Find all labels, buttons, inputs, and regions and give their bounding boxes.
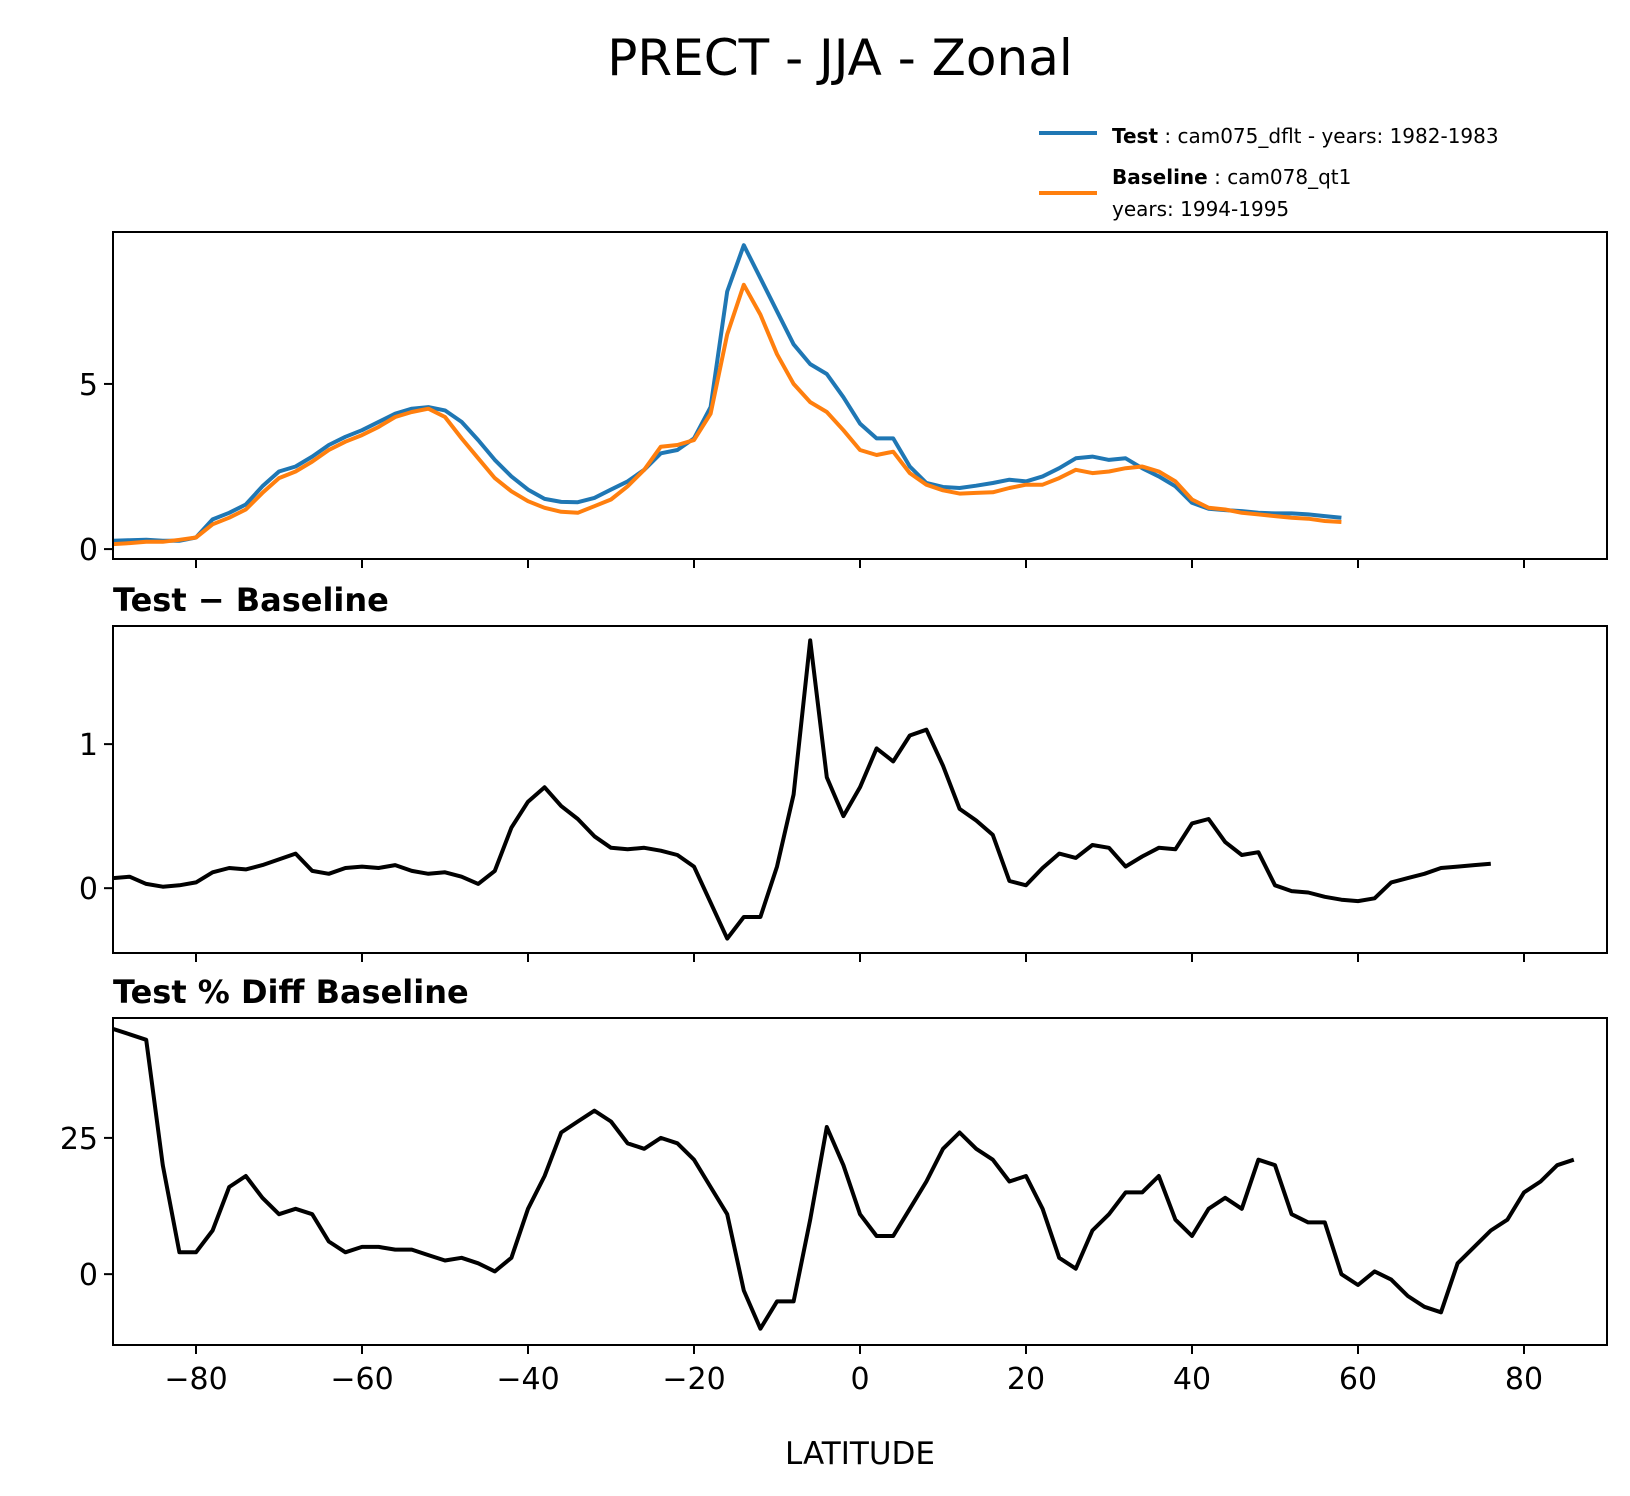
- panel-test-minus-baseline: 0 1 Test − Baseline: [79, 581, 1608, 962]
- x-tick-label: 20: [1007, 1362, 1045, 1397]
- axes-frame: [112, 1017, 1608, 1346]
- series-line-test: [113, 243, 1342, 543]
- y-tick-label: 0: [79, 533, 98, 568]
- legend-baseline-bold: Baseline: [1112, 165, 1208, 189]
- panel-percent-diff: 0 25 −80 −60 −40 −20 0 20 40 60 80 Test % Diff Base…: [60, 973, 1608, 1397]
- x-tick-label: 0: [850, 1362, 869, 1397]
- legend-baseline-label: Baseline : cam078_qt1: [1112, 165, 1351, 189]
- legend-baseline-text: cam078_qt1: [1227, 165, 1351, 189]
- y-tick-label: 0: [79, 872, 98, 907]
- x-tick-label: 80: [1505, 1362, 1543, 1397]
- x-tick-label: −40: [496, 1362, 559, 1397]
- x-tick-label: −60: [330, 1362, 393, 1397]
- y-tick-label: 0: [79, 1258, 98, 1293]
- panel-title: Test − Baseline: [113, 581, 389, 619]
- y-tick-label: 5: [79, 368, 98, 403]
- legend-test-sep: :: [1158, 124, 1177, 148]
- x-tick-label: 60: [1339, 1362, 1377, 1397]
- x-tick-label: 40: [1173, 1362, 1211, 1397]
- chart-title: PRECT - JJA - Zonal: [607, 29, 1072, 87]
- x-tick-label: −20: [662, 1362, 725, 1397]
- x-axis-label: LATITUDE: [785, 1436, 935, 1472]
- legend-test-label: Test : cam075_dflt - years: 1982-1983: [1112, 124, 1499, 148]
- y-tick-label: 25: [60, 1122, 98, 1157]
- legend: Test : cam075_dflt - years: 1982-1983 Ba…: [1039, 124, 1499, 221]
- axes-frame: [112, 231, 1608, 560]
- y-tick-label: 1: [79, 728, 98, 763]
- series-line-baseline: [113, 282, 1342, 547]
- x-tick-label: −80: [164, 1362, 227, 1397]
- legend-baseline-sep: :: [1208, 165, 1227, 189]
- panel-title: Test % Diff Baseline: [113, 973, 469, 1011]
- series-line-test-baseline: [113, 638, 1491, 941]
- legend-baseline-years: years: 1994-1995: [1112, 197, 1289, 221]
- series-line-test-diff-baseline: [113, 1026, 1575, 1331]
- panel-zonal-mean: 05: [79, 231, 1608, 568]
- legend-test-text: cam075_dflt - years: 1982-1983: [1177, 124, 1498, 148]
- legend-test-bold: Test: [1112, 124, 1158, 148]
